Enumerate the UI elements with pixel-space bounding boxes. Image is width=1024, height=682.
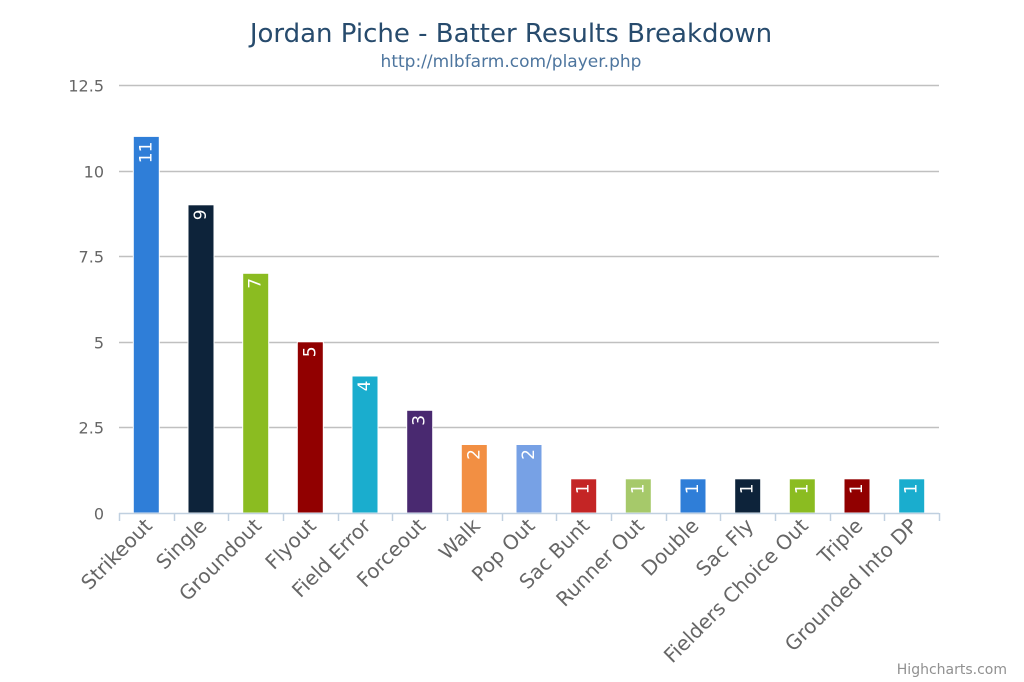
x-tick-label: Strikeout (76, 513, 157, 594)
chart-subtitle: http://mlbfarm.com/player.php (381, 52, 642, 72)
bar-value-label: 1 (902, 483, 922, 494)
bar[interactable] (242, 272, 270, 514)
bars (132, 135, 926, 514)
x-tick-label: Double (636, 514, 703, 581)
y-tick-label: 2.5 (79, 419, 104, 438)
bar[interactable] (788, 478, 816, 514)
bar-value-label: 2 (464, 449, 484, 460)
bar-value-label: 1 (847, 483, 867, 494)
y-tick-label: 0 (94, 505, 104, 524)
bar[interactable] (460, 444, 488, 514)
bar[interactable] (679, 478, 707, 514)
bar-value-label: 1 (683, 483, 703, 494)
credits-link[interactable]: Highcharts.com (897, 662, 1007, 678)
bar-value-label: 1 (792, 483, 812, 494)
bar-value-label: 5 (300, 346, 320, 357)
bar[interactable] (515, 444, 543, 514)
grid-lines (119, 84, 939, 429)
bar-value-label: 4 (355, 381, 375, 392)
bar-value-label: 9 (191, 209, 211, 220)
bar[interactable] (187, 204, 215, 514)
bar[interactable] (843, 478, 871, 514)
bar-value-label: 1 (628, 483, 648, 494)
bar[interactable] (898, 478, 926, 514)
y-tick-label: 5 (94, 334, 104, 353)
bar-value-label: 1 (738, 483, 758, 494)
bar-value-label: 3 (410, 415, 430, 426)
bar[interactable] (351, 375, 379, 514)
bar-value-label: 2 (519, 449, 539, 460)
bar-value-label: 1 (574, 483, 594, 494)
bar[interactable] (132, 135, 160, 514)
chart-title: Jordan Piche - Batter Results Breakdown (248, 19, 772, 49)
bar[interactable] (406, 409, 434, 514)
bar[interactable] (734, 478, 762, 514)
bar-value-label: 11 (136, 142, 156, 164)
bar[interactable] (624, 478, 652, 514)
bar[interactable] (570, 478, 598, 514)
x-axis (118, 512, 941, 521)
y-axis-labels: 0 2.5 5 7.5 10 12.5 (68, 77, 104, 524)
x-tick-label: Walk (434, 513, 485, 564)
y-tick-label: 7.5 (79, 248, 104, 267)
bar-value-label: 7 (246, 278, 266, 289)
y-tick-label: 12.5 (68, 77, 104, 96)
bar[interactable] (296, 341, 324, 514)
y-tick-label: 10 (84, 163, 104, 182)
